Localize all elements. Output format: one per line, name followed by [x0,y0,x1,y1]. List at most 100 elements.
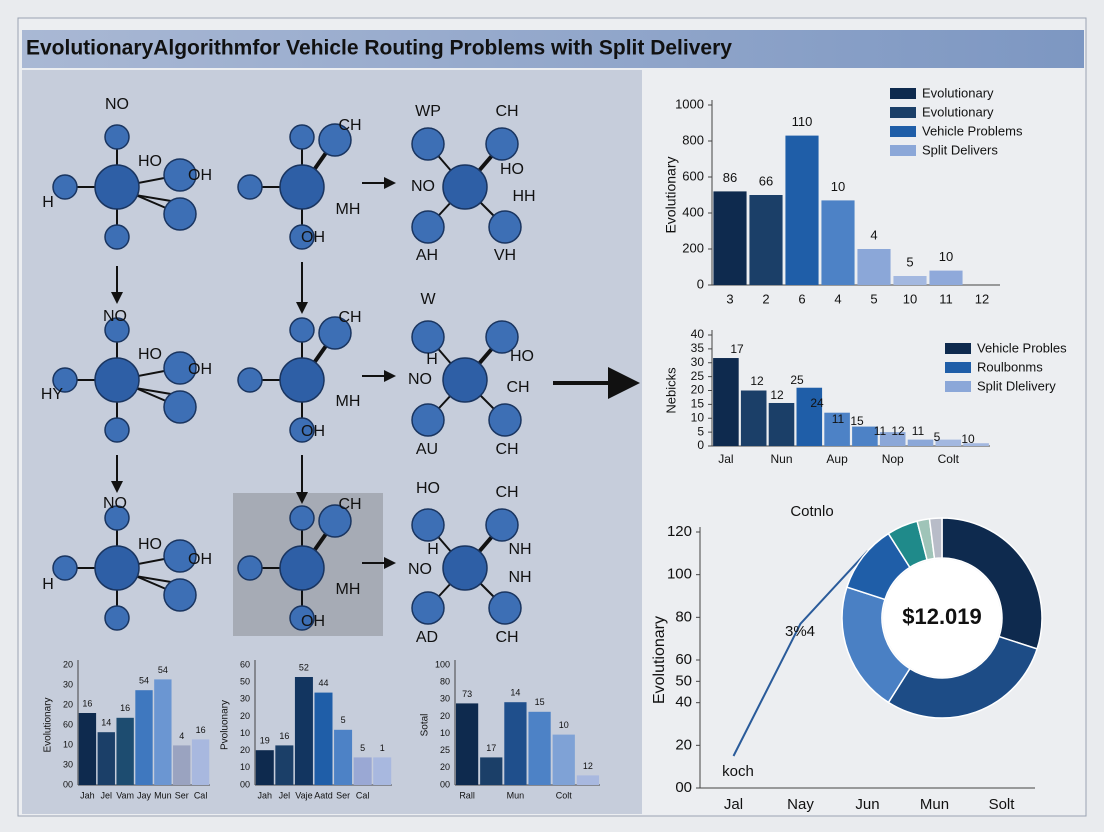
bar [97,732,115,785]
x-tick-label: Colt [938,452,960,466]
legend-swatch [890,126,916,137]
atom-label: H [427,541,439,558]
atom-label: H [42,576,54,593]
annotation: 54 [158,665,168,675]
atom-label: HO [510,348,534,365]
donut-segment [928,517,943,560]
bar [852,426,878,446]
annotation: 54 [139,676,149,686]
atom-label: OH [188,361,212,378]
atom [411,320,445,354]
x-tick-label: 4 [834,291,841,306]
bar [373,757,392,785]
atom [237,367,263,393]
atom [104,605,130,631]
atom [104,505,130,531]
atom [488,403,522,437]
y-tick-label: 20 [63,659,73,669]
atom-label: CH [495,441,518,458]
y-tick-label: 5 [697,424,704,438]
x-tick-label: 5 [870,291,877,306]
atom-label: OH [301,423,325,440]
atom [289,605,315,631]
y-tick-label: 60 [240,659,250,669]
y-tick-label: 30 [240,694,250,704]
bar [255,750,274,785]
y-tick-label: 15 [691,397,705,411]
y-tick-label: 0 [697,276,704,291]
x-tick-label: Jal [718,452,733,466]
x-tick-label: Colt [556,790,573,800]
atom [289,124,315,150]
atom-label: NO [411,178,435,195]
atom-label: MH [336,581,361,598]
y-tick-label: 50 [675,672,692,689]
x-tick-label: Aatd [314,790,333,800]
atom-label: CH [338,496,361,513]
y-tick-label: 30 [440,694,450,704]
annotation: 10 [961,432,975,446]
y-tick-label: 60 [63,719,73,729]
atom [485,320,519,354]
legend-label: Roulbonms [977,359,1043,374]
atom-label: AH [416,247,438,264]
atom [163,351,197,385]
atom [237,555,263,581]
annotation: 12 [891,424,905,438]
atom [289,224,315,250]
atom-label: HO [138,153,162,170]
atom-label: H [42,194,54,211]
annotation: 12 [750,374,764,388]
x-tick-label: Jel [101,790,113,800]
x-tick-label: Jay [137,790,152,800]
y-axis-label: Pvoluonary [220,700,231,750]
legend-label: Vehicle Probles [977,340,1067,355]
bar [353,757,372,785]
annotation: 3%4 [785,623,815,640]
legend-label: Evolutionary [922,85,994,100]
x-tick-label: Solt [989,796,1016,813]
atom [104,224,130,250]
bar [785,135,819,285]
atom-label: CH [338,309,361,326]
atom [442,357,488,403]
legend-label: Vehicle Problems [922,123,1023,138]
bar [768,402,795,446]
legend-swatch [890,145,916,156]
atom-label: HY [41,386,64,403]
y-tick-label: 600 [682,168,704,183]
annotation: 11 [874,424,887,438]
atom-label: NO [408,371,432,388]
annotation: 5 [934,430,941,444]
annotation: 1 [380,743,385,753]
header [22,30,1084,68]
y-tick-label: 30 [63,759,73,769]
atom [94,545,140,591]
x-tick-label: 10 [903,291,917,306]
bar [191,739,210,785]
atom-label: NO [105,96,129,113]
y-tick-label: 00 [63,779,73,789]
atom-label: VH [494,247,516,264]
x-tick-label: Nay [787,796,814,813]
y-tick-label: 10 [240,762,250,772]
atom-label: MH [336,393,361,410]
atom-label: AU [416,441,438,458]
y-tick-label: 200 [682,240,704,255]
annotation: 16 [82,698,92,708]
y-tick-label: 00 [675,779,692,796]
atom-label: MH [336,201,361,218]
atom-label: CH [495,629,518,646]
donut-center-label: $12.019 [902,604,982,629]
x-tick-label: Mun [507,790,525,800]
y-axis-label: Evolutionary [43,697,54,752]
atom-label: CH [495,103,518,120]
atom-label: NH [508,569,531,586]
atom [52,555,78,581]
y-tick-label: 1000 [675,96,704,111]
y-axis-label: Nebicks [663,367,678,414]
bar [314,692,333,785]
atom-label: NO [103,308,127,325]
y-tick-label: 800 [682,132,704,147]
